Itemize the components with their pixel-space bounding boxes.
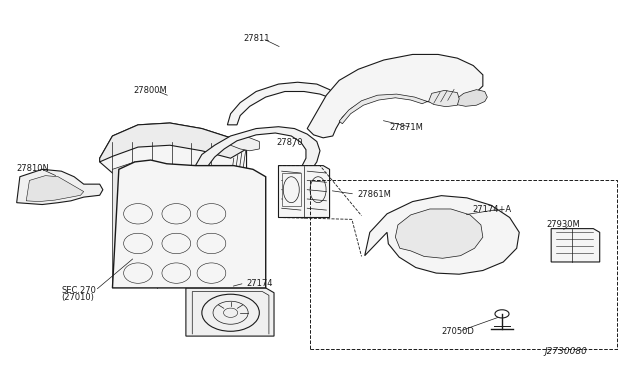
Text: (27010): (27010): [61, 294, 94, 302]
Polygon shape: [339, 94, 428, 124]
Polygon shape: [227, 82, 336, 125]
Polygon shape: [100, 123, 246, 188]
Text: 27174: 27174: [246, 279, 273, 288]
Polygon shape: [396, 209, 483, 258]
Polygon shape: [195, 127, 320, 216]
Polygon shape: [113, 162, 135, 288]
Text: 27871M: 27871M: [389, 123, 423, 132]
Polygon shape: [307, 54, 483, 138]
Polygon shape: [365, 196, 519, 274]
Text: 27811: 27811: [243, 34, 270, 43]
Polygon shape: [278, 166, 330, 218]
Polygon shape: [100, 123, 246, 162]
Text: 27870: 27870: [276, 138, 303, 147]
Text: SEC.270: SEC.270: [61, 286, 96, 295]
Text: 27810N: 27810N: [17, 164, 49, 173]
Polygon shape: [26, 176, 84, 202]
Polygon shape: [282, 173, 301, 206]
Polygon shape: [454, 90, 487, 106]
Text: 27800M: 27800M: [134, 86, 167, 95]
Text: 27050D: 27050D: [442, 327, 474, 336]
Text: J2730080: J2730080: [545, 347, 588, 356]
Polygon shape: [113, 160, 266, 288]
Text: 27930M: 27930M: [547, 221, 580, 230]
Polygon shape: [429, 90, 460, 107]
Text: 27861M: 27861M: [357, 190, 391, 199]
Polygon shape: [230, 136, 259, 151]
Polygon shape: [186, 288, 274, 336]
Polygon shape: [328, 92, 351, 101]
Text: 27174+A: 27174+A: [472, 205, 511, 214]
Polygon shape: [551, 229, 600, 262]
Polygon shape: [17, 169, 103, 205]
